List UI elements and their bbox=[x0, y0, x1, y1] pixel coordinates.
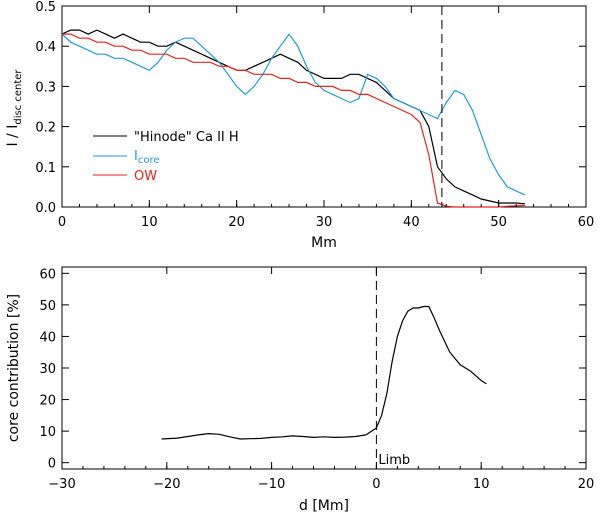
x-tick-label-1-1: −20 bbox=[153, 477, 180, 492]
x-tick-label-0-6: 60 bbox=[578, 215, 595, 230]
top-y-axis-label-sub: disc center bbox=[13, 69, 24, 125]
series-line-0-0 bbox=[61, 29, 525, 205]
y-tick-label-0-2: 0.2 bbox=[35, 121, 56, 136]
y-tick-label-1-1: 10 bbox=[39, 425, 56, 440]
series-line-1-0 bbox=[161, 305, 487, 440]
x-tick-label-0-2: 20 bbox=[228, 215, 245, 230]
y-tick-label-1-0: 0 bbox=[48, 457, 56, 472]
top-y-axis-label-main: I / I bbox=[5, 125, 21, 147]
legend-label-hinode: "Hinode" Ca II H bbox=[134, 130, 239, 145]
x-tick-label-0-0: 0 bbox=[58, 215, 66, 230]
y-tick-label-0-4: 0.4 bbox=[35, 40, 56, 55]
bottom-chart-frame bbox=[61, 266, 587, 470]
top-x-axis-label: Mm bbox=[311, 235, 337, 251]
bottom-series-group bbox=[161, 305, 487, 440]
top-y-axis-label: I / Idisc center bbox=[5, 69, 24, 147]
y-tick-label-1-6: 60 bbox=[39, 267, 56, 282]
x-tick-label-0-5: 50 bbox=[490, 215, 507, 230]
legend-label-icore-sub: core bbox=[138, 155, 160, 166]
top-axis-ticks: 0 10 20 30 40 50 60 0.0 0.1 0.2 0.3 0.4 0.5 bbox=[35, 0, 594, 230]
series-line-0-2 bbox=[62, 33, 525, 208]
x-tick-label-0-3: 30 bbox=[316, 215, 333, 230]
y-tick-label-1-4: 40 bbox=[39, 330, 56, 345]
legend-label-icore: Icore bbox=[134, 149, 160, 166]
svg-text:I / Idisc center: I / Idisc center bbox=[5, 69, 24, 147]
top-series-group bbox=[61, 29, 526, 208]
x-tick-label-1-5: 20 bbox=[578, 477, 595, 492]
series-line-0-1 bbox=[61, 33, 526, 196]
x-tick-label-1-4: 10 bbox=[473, 477, 490, 492]
bottom-y-axis-label: core contribution [%] bbox=[6, 294, 22, 442]
top-legend: "Hinode" Ca II H Icore OW bbox=[93, 130, 239, 184]
x-tick-label-1-0: −30 bbox=[48, 477, 75, 492]
x-tick-label-0-4: 40 bbox=[403, 215, 420, 230]
top-chart: 0 10 20 30 40 50 60 0.0 0.1 0.2 0.3 0.4 0.5 Mm I / I… bbox=[5, 0, 594, 251]
x-tick-label-1-2: −10 bbox=[258, 477, 285, 492]
x-tick-label-0-1: 10 bbox=[141, 215, 158, 230]
legend-label-icore-main: I bbox=[134, 149, 138, 164]
y-tick-label-1-3: 30 bbox=[39, 362, 56, 377]
y-tick-label-0-3: 0.3 bbox=[35, 80, 56, 95]
legend-label-ow: OW bbox=[134, 169, 157, 184]
y-tick-label-1-5: 50 bbox=[39, 299, 56, 314]
bottom-axis-ticks: −30 −20 −10 0 10 20 0 10 20 30 40 50 60 bbox=[39, 267, 594, 492]
x-tick-label-1-3: 0 bbox=[372, 477, 380, 492]
y-tick-label-0-1: 0.1 bbox=[35, 161, 56, 176]
y-tick-label-1-2: 20 bbox=[39, 394, 56, 409]
bottom-x-axis-label: d [Mm] bbox=[299, 498, 349, 514]
y-tick-label-0-5: 0.5 bbox=[35, 0, 56, 15]
y-tick-label-0-0: 0.0 bbox=[35, 201, 56, 216]
limb-annotation: Limb bbox=[378, 453, 410, 468]
